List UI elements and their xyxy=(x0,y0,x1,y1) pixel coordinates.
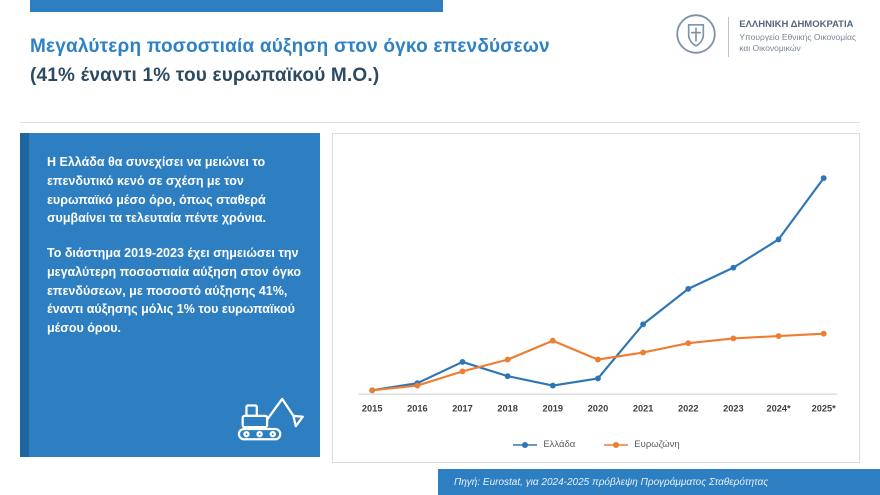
svg-text:2018: 2018 xyxy=(497,404,518,414)
main-content: Η Ελλάδα θα συνεχίσει να μειώνει το επεν… xyxy=(20,133,860,463)
chart-card: 2015 2016 2017 2018 2019 2020 2021 2022 2023 2024… xyxy=(332,133,860,463)
svg-text:2024*: 2024* xyxy=(766,404,791,414)
chart-legend: Ελλάδα Ευρωζώνη xyxy=(343,436,849,456)
legend-marker-icon xyxy=(513,441,538,448)
logo-text: ΕΛΛΗΝΙΚΗ ΔΗΜΟΚΡΑΤΙΑ Υπουργείο Εθνικής Οι… xyxy=(739,19,856,53)
top-accent-bar xyxy=(30,0,443,12)
legend-marker-icon xyxy=(604,441,629,448)
svg-text:2017: 2017 xyxy=(452,404,473,414)
legend-item: Ελλάδα xyxy=(512,439,575,450)
source-footer: Πηγή: Eurostat, για 2024-2025 πρόβλεψη Π… xyxy=(438,469,880,495)
logo-divider xyxy=(728,16,730,57)
svg-text:2020: 2020 xyxy=(588,404,609,414)
svg-text:2015: 2015 xyxy=(362,404,383,414)
hellenic-republic-emblem-icon xyxy=(674,12,718,61)
header-divider xyxy=(20,122,860,123)
svg-text:2022: 2022 xyxy=(678,404,699,414)
svg-text:2021: 2021 xyxy=(633,404,654,414)
legend-item: Ευρωζώνη xyxy=(603,439,680,450)
page-subtitle: (41% έναντι 1% του ευρωπαϊκού Μ.Ο.) xyxy=(30,65,380,86)
excavator-icon xyxy=(232,382,306,449)
svg-text:2025*: 2025* xyxy=(812,404,837,414)
page-title: Μεγαλύτερη ποσοστιαία αύξηση στον όγκο ε… xyxy=(30,36,550,57)
svg-text:2019: 2019 xyxy=(543,404,564,414)
logo-dept-line: και Οικονομικών xyxy=(739,42,801,53)
government-logo: ΕΛΛΗΝΙΚΗ ΔΗΜΟΚΡΑΤΙΑ Υπουργείο Εθνικής Οι… xyxy=(674,12,856,61)
legend-label: Ελλάδα xyxy=(543,439,576,450)
source-text: Πηγή: Eurostat, για 2024-2025 πρόβλεψη Π… xyxy=(454,476,769,488)
legend-label: Ευρωζώνη xyxy=(634,439,680,450)
page-header: Μεγαλύτερη ποσοστιαία αύξηση στον όγκο ε… xyxy=(30,36,550,87)
panel-paragraph: Η Ελλάδα θα συνεχίσει να μειώνει το επεν… xyxy=(47,155,266,226)
svg-text:2016: 2016 xyxy=(407,404,428,414)
logo-dept-line: Υπουργείο Εθνικής Οικονομίας xyxy=(739,31,856,42)
logo-org-name: ΕΛΛΗΝΙΚΗ ΔΗΜΟΚΡΑΤΙΑ xyxy=(739,19,854,31)
highlight-panel: Η Ελλάδα θα συνεχίσει να μειώνει το επεν… xyxy=(20,133,320,457)
svg-text:2023: 2023 xyxy=(723,404,744,414)
panel-paragraph: Το διάστημα 2019-2023 έχει σημειώσει την… xyxy=(47,246,302,335)
investment-chart: 2015 2016 2017 2018 2019 2020 2021 2022 2023 2024… xyxy=(358,175,838,414)
